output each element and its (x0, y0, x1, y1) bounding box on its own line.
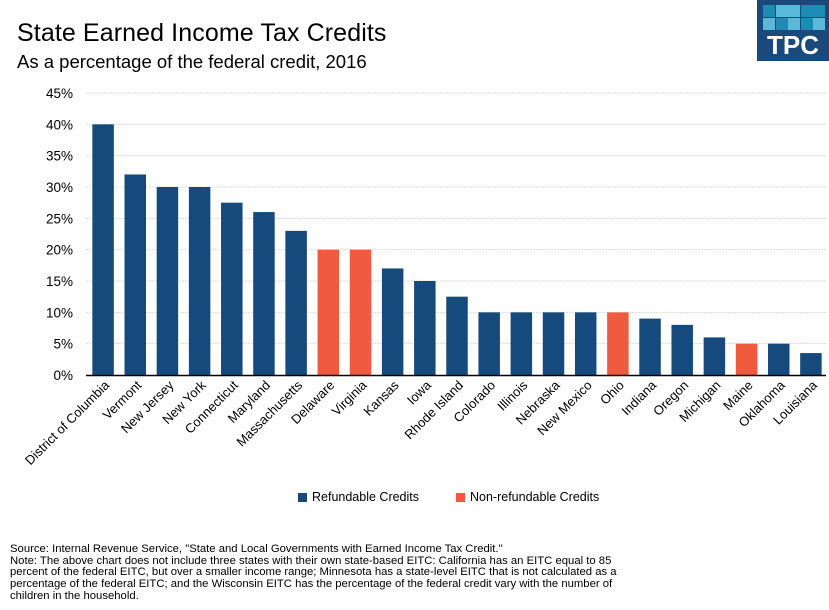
y-axis-ticks: 0% 5% 10% 15% 20% 25% 30% 35% 40% 45% (46, 86, 73, 383)
bar-new-mexico (574, 312, 597, 375)
x-tick-label: District of Columbia (22, 377, 113, 468)
y-tick-label: 35% (46, 149, 73, 164)
logo-tile (800, 18, 813, 30)
bar-oregon (671, 324, 693, 375)
logo-text: TPC (767, 30, 819, 60)
y-tick-label: 30% (46, 180, 73, 195)
legend-item-refundable: Refundable Credits (298, 490, 419, 504)
note-line: Note: The above chart does not include t… (10, 554, 612, 567)
logo-tile (813, 5, 826, 17)
y-tick-label: 20% (46, 243, 73, 258)
y-tick-label: 10% (46, 305, 73, 320)
bar-massachusetts (285, 230, 307, 375)
bar-connecticut (221, 202, 243, 375)
logo-tile (763, 5, 775, 17)
bar-district-of-columbia (92, 124, 114, 375)
bar-delaware (317, 249, 340, 375)
source-notes: Source: Internal Revenue Service, "State… (10, 543, 825, 603)
y-tick-label: 5% (53, 337, 73, 352)
bar-virginia (349, 249, 372, 375)
y-tick-label: 15% (46, 274, 73, 289)
logo-tile (813, 18, 826, 30)
source-line: Source: Internal Revenue Service, "State… (10, 543, 503, 555)
note-line: children in the household. (10, 589, 139, 602)
logo-tile (775, 18, 788, 30)
bar-new-york (188, 187, 211, 375)
bars (92, 124, 822, 375)
bar-nebraska (542, 312, 565, 375)
x-tick-label: Kansas (360, 377, 402, 419)
y-tick-label: 0% (53, 368, 73, 383)
logo-tile (788, 5, 801, 17)
note-line: percent of the federal EITC, but over a … (10, 566, 617, 579)
legend-swatch-non-refundable (456, 492, 465, 502)
bar-indiana (639, 318, 661, 375)
bar-michigan (703, 337, 726, 375)
y-tick-label: 25% (46, 211, 73, 226)
bar-oklahoma (767, 343, 790, 375)
bar-kansas (381, 268, 404, 375)
bar-maine (735, 343, 758, 375)
bar-rhode-island (446, 296, 468, 375)
bar-chart: 0% 5% 10% 15% 20% 25% 30% 35% 40% 45% District of… (22, 86, 826, 468)
bar-illinois (510, 312, 533, 375)
note-line: percentage of the federal EITC; and the … (10, 578, 613, 591)
y-tick-label: 40% (46, 117, 73, 132)
bar-louisiana (800, 353, 822, 375)
y-tick-label: 45% (46, 86, 73, 101)
legend-label-non-refundable: Non-refundable Credits (470, 490, 600, 504)
bar-new-jersey (156, 187, 179, 375)
bar-maryland (253, 212, 275, 375)
bar-iowa (414, 281, 436, 375)
legend-label-refundable: Refundable Credits (312, 490, 420, 504)
bar-vermont (124, 174, 147, 375)
legend-swatch-refundable (298, 492, 307, 502)
logo-tile (775, 5, 788, 17)
logo-tile (763, 18, 775, 30)
logo-tile (788, 18, 801, 30)
chart-title: State Earned Income Tax Credits (17, 19, 387, 47)
logo-tile (800, 5, 813, 17)
tpc-logo: TPC (757, 0, 829, 61)
chart-subtitle: As a percentage of the federal credit, 2… (17, 51, 367, 72)
bar-ohio (607, 312, 629, 375)
bar-colorado (478, 312, 500, 375)
legend-item-non-refundable: Non-refundable Credits (456, 490, 599, 504)
